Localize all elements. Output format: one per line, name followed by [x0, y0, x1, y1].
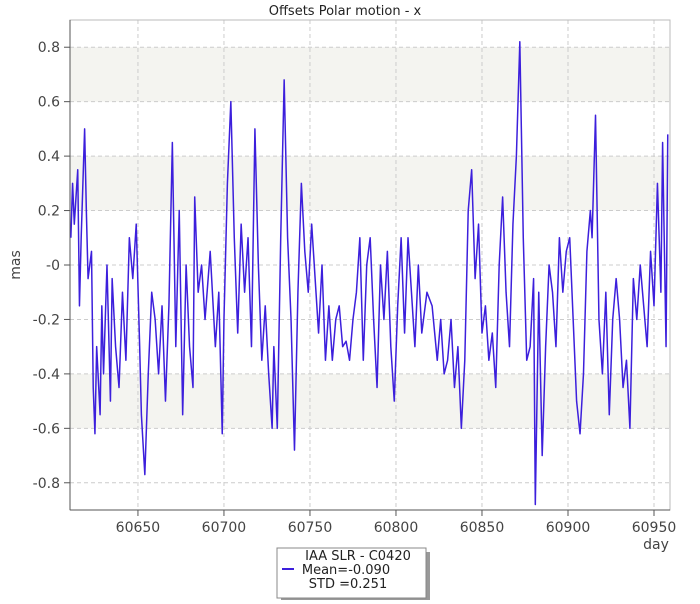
band — [70, 373, 670, 429]
legend-std: STD =0.251 — [309, 577, 387, 592]
legend: IAA SLR - C0420 Mean=-0.090 STD =0.251 — [276, 547, 430, 602]
y-tick-label: 0.2 — [38, 204, 60, 220]
x-tick-label: 60700 — [202, 520, 247, 536]
x-tick-label: 60850 — [460, 520, 505, 536]
band — [70, 47, 670, 102]
y-tick-label: 0.4 — [38, 149, 60, 165]
legend-box — [276, 547, 427, 599]
y-tick-label: -0.4 — [33, 367, 60, 383]
x-tick-label: 60950 — [632, 520, 677, 536]
x-tick-label: 60800 — [374, 520, 419, 536]
y-tick-label: -0.6 — [33, 421, 60, 437]
band — [70, 156, 670, 211]
chart-title: Offsets Polar motion - x — [269, 4, 422, 19]
legend-label: IAA SLR - C0420 — [305, 549, 411, 564]
legend-mean: Mean=-0.090 — [302, 563, 390, 578]
y-tick-label: 0.8 — [38, 40, 60, 56]
y-tick-label: 0.6 — [38, 95, 60, 111]
y-tick-label: -0.2 — [33, 312, 60, 328]
y-tick-label: -0 — [46, 258, 60, 274]
y-axis-label: mas — [8, 250, 24, 280]
x-tick-label: 60750 — [288, 520, 333, 536]
series-line — [70, 41, 669, 506]
x-tick-label: 60650 — [116, 520, 161, 536]
y-tick-label: -0.8 — [33, 476, 60, 492]
x-tick-label: 60900 — [546, 520, 591, 536]
x-axis-label: day — [643, 537, 669, 553]
